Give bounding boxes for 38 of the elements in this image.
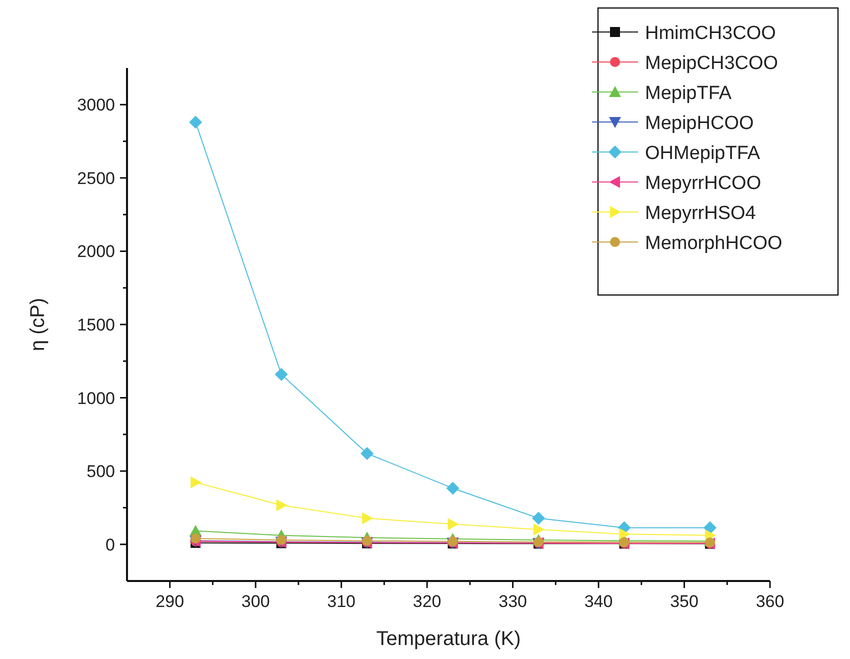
point (362, 512, 374, 524)
legend-label: HmimCH3COO (645, 23, 776, 44)
x-tick-label: 350 (670, 592, 698, 611)
point (276, 499, 288, 512)
point (189, 116, 202, 129)
legend-label: MepipHCOO (645, 113, 754, 134)
y-tick-label: 1500 (77, 316, 115, 334)
legend-label: MepyrrHCOO (645, 173, 762, 194)
legend-label: OHMepipTFA (645, 143, 760, 164)
y-tick-label: 0 (106, 535, 115, 554)
x-tick-label: 320 (412, 592, 442, 611)
y-tick-label: 1000 (77, 388, 115, 408)
point (360, 446, 374, 460)
legend-label: MepyrrHSO4 (645, 203, 756, 224)
point (276, 534, 286, 545)
legend-label: MemorphHCOO (645, 233, 782, 254)
legend-label: MepipTFA (645, 83, 732, 104)
point (448, 518, 459, 530)
point (532, 512, 546, 525)
y-axis-title: η (cP) (27, 298, 49, 352)
y-tick-label: 2500 (77, 168, 115, 188)
y-tick-label: 500 (86, 462, 115, 482)
y-tick-label: 3000 (77, 96, 115, 115)
point (619, 528, 630, 540)
y-tick-label: 2000 (77, 242, 115, 262)
point (534, 524, 545, 536)
x-axis-title: Temperatura (K) (376, 628, 521, 650)
x-tick-label: 310 (327, 592, 356, 611)
point (190, 534, 201, 544)
x-tick-label: 300 (241, 592, 270, 611)
point (274, 368, 288, 381)
x-tick-label: 290 (156, 592, 184, 611)
x-tick-label: 360 (756, 592, 784, 611)
x-tick-label: 330 (498, 592, 527, 611)
point (190, 476, 202, 488)
x-tick-label: 340 (584, 592, 613, 611)
point (446, 482, 460, 495)
legend-label: MepipCH3COO (645, 53, 778, 74)
